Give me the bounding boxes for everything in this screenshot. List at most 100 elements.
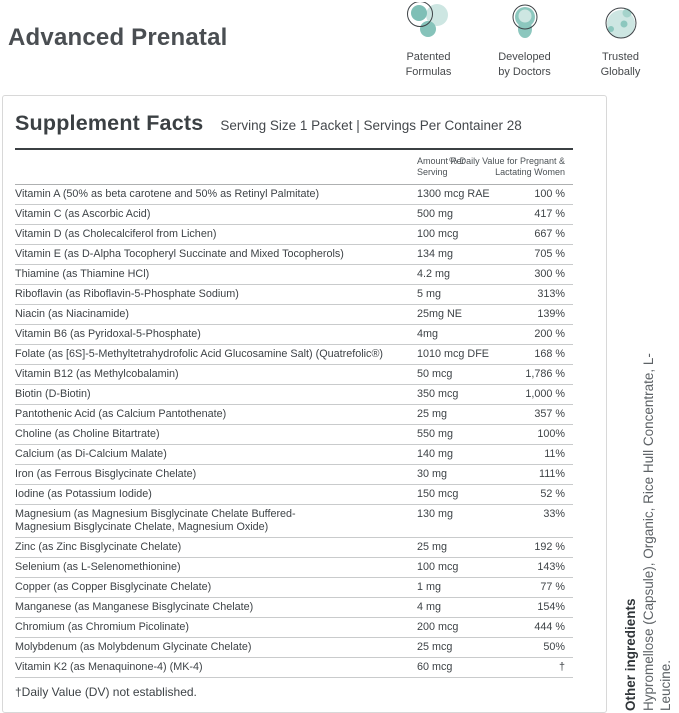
table-row: Riboflavin (as Riboflavin-5-Phosphate So… — [15, 285, 573, 305]
column-header-amount: Amount Per Serving — [417, 156, 465, 177]
nutrient-daily-value: 444 % — [534, 621, 565, 633]
nutrient-name: Pantothenic Acid (as Calcium Pantothenat… — [15, 408, 227, 420]
nutrient-daily-value: 667 % — [534, 228, 565, 240]
nutrient-name: Copper (as Copper Bisglycinate Chelate) — [15, 581, 212, 593]
badge-label: Trusted Globally — [600, 51, 641, 78]
nutrient-daily-value: 100 % — [534, 188, 565, 200]
nutrient-daily-value: 705 % — [534, 248, 565, 260]
nutrient-name: Magnesium (as Magnesium Bisglycinate Che… — [15, 508, 296, 533]
facts-title: Supplement Facts — [15, 111, 204, 135]
nutrient-amount: 60 mcg — [417, 661, 453, 673]
nutrient-amount: 25 mg — [417, 541, 448, 553]
table-row: Choline (as Choline Bitartrate) 550 mg 1… — [15, 425, 573, 445]
badge-label: Developed by Doctors — [498, 51, 551, 78]
table-row: Zinc (as Zinc Bisglycinate Chelate) 25 m… — [15, 538, 573, 558]
nutrient-daily-value: 154% — [537, 601, 565, 613]
table-row: Vitamin E (as D-Alpha Tocopheryl Succina… — [15, 245, 573, 265]
nutrient-daily-value: 111% — [538, 468, 565, 480]
table-row: Chromium (as Chromium Picolinate) 200 mc… — [15, 618, 573, 638]
nutrient-daily-value: 300 % — [534, 268, 565, 280]
nutrient-name: Thiamine (as Thiamine HCl) — [15, 268, 150, 280]
nutrient-name: Folate (as [6S]-5-Methyltetrahydrofolic … — [15, 348, 383, 360]
nutrient-amount: 4.2 mg — [417, 268, 451, 280]
globe-icon — [605, 7, 636, 39]
nutrient-amount: 25mg NE — [417, 308, 463, 320]
daily-value-footnote: †Daily Value (DV) not established. — [15, 685, 197, 699]
table-row: Iron (as Ferrous Bisglycinate Chelate) 3… — [15, 465, 573, 485]
nutrient-name: Vitamin E (as D-Alpha Tocopheryl Succina… — [15, 248, 344, 260]
nutrient-amount: 4 mg — [417, 601, 442, 613]
nutrient-daily-value: 50% — [543, 641, 565, 653]
nutrient-amount: 5 mg — [417, 288, 442, 300]
other-ingredients-body: Hypromellose (Capsule), Organic, Rice Hu… — [641, 353, 673, 711]
nutrient-name: Vitamin D (as Cholecalciferol from Liche… — [15, 228, 217, 240]
nutrient-daily-value: 168 % — [534, 348, 565, 360]
nutrient-name: Vitamin C (as Ascorbic Acid) — [15, 208, 151, 220]
nutrient-daily-value: 143% — [537, 561, 565, 573]
molecules-icon — [406, 2, 448, 37]
column-header-daily-value: % Daily Value for Pregnant & Lactating W… — [449, 156, 565, 177]
badge-label: Patented Formulas — [405, 51, 452, 78]
nutrient-daily-value: 313% — [537, 288, 565, 300]
nutrient-daily-value: † — [558, 661, 565, 673]
nutrient-amount: 25 mg — [417, 408, 448, 420]
nutrient-amount: 134 mg — [417, 248, 454, 260]
badge-trusted-globally: Trusted Globally — [580, 2, 661, 80]
other-ingredients-heading: Other ingredients — [623, 598, 638, 711]
nutrient-daily-value: 33% — [543, 508, 565, 520]
nutrient-name: Vitamin K2 (as Menaquinone-4) (MK-4) — [15, 661, 203, 673]
table-row: Selenium (as L-Selenomethionine) 100 mcg… — [15, 558, 573, 578]
nutrient-amount: 200 mcg — [417, 621, 459, 633]
nutrient-daily-value: 417 % — [534, 208, 565, 220]
nutrient-amount: 100 mcg — [417, 561, 459, 573]
nutrient-daily-value: 77 % — [540, 581, 565, 593]
nutrient-name: Chromium (as Chromium Picolinate) — [15, 621, 189, 633]
table-row: Copper (as Copper Bisglycinate Chelate) … — [15, 578, 573, 598]
nutrient-name: Zinc (as Zinc Bisglycinate Chelate) — [15, 541, 182, 553]
nutrient-daily-value: 11% — [544, 448, 565, 460]
nutrient-name: Niacin (as Niacinamide) — [15, 308, 130, 320]
serving-info: Serving Size 1 Packet | Servings Per Con… — [220, 118, 522, 133]
table-row: Iodine (as Potassium Iodide) 150 mcg 52 … — [15, 485, 573, 505]
table-row: Folate (as [6S]-5-Methyltetrahydrofolic … — [15, 345, 573, 365]
nutrient-amount: 1300 mcg RAE — [417, 188, 490, 200]
nutrient-name: Biotin (D-Biotin) — [15, 388, 91, 400]
nutrient-amount: 130 mg — [417, 508, 454, 520]
table-row: Manganese (as Manganese Bisglycinate Che… — [15, 598, 573, 618]
table-row: Vitamin B12 (as Methylcobalamin) 50 mcg … — [15, 365, 573, 385]
nutrient-name: Selenium (as L-Selenomethionine) — [15, 561, 181, 573]
table-row: Vitamin D (as Cholecalciferol from Liche… — [15, 225, 573, 245]
nutrient-daily-value: 192 % — [534, 541, 565, 553]
nutrient-amount: 500 mg — [417, 208, 454, 220]
nutrient-amount: 150 mcg — [417, 488, 459, 500]
nutrient-name: Molybdenum (as Molybdenum Glycinate Chel… — [15, 641, 252, 653]
nutrient-daily-value: 100% — [537, 428, 565, 440]
table-row: Vitamin C (as Ascorbic Acid) 500 mg 417 … — [15, 205, 573, 225]
facts-header: Supplement Facts Serving Size 1 Packet |… — [15, 96, 573, 136]
nutrient-amount: 4mg — [417, 328, 439, 340]
supplement-facts-card: Supplement Facts Serving Size 1 Packet |… — [2, 95, 607, 713]
table-row: Thiamine (as Thiamine HCl) 4.2 mg 300 % — [15, 265, 573, 285]
nutrient-amount: 550 mg — [417, 428, 454, 440]
nutrient-name: Vitamin B6 (as Pyridoxal-5-Phosphate) — [15, 328, 201, 340]
nutrient-name: Vitamin A (50% as beta carotene and 50% … — [15, 188, 320, 200]
nutrient-amount: 1 mg — [417, 581, 442, 593]
nutrient-daily-value: 52 % — [540, 488, 565, 500]
droplet-icon — [512, 4, 537, 38]
table-row: Calcium (as Di-Calcium Malate) 140 mg 11… — [15, 445, 573, 465]
column-headers: Amount Per Serving % Daily Value for Pre… — [15, 150, 573, 185]
nutrient-name: Iron (as Ferrous Bisglycinate Chelate) — [15, 468, 197, 480]
badge-patented-formulas: Patented Formulas — [388, 2, 469, 80]
nutrient-amount: 140 mg — [417, 448, 454, 460]
nutrient-name: Iodine (as Potassium Iodide) — [15, 488, 152, 500]
nutrient-name: Choline (as Choline Bitartrate) — [15, 428, 160, 440]
nutrient-daily-value: 1,786 % — [525, 368, 565, 380]
table-row: Molybdenum (as Molybdenum Glycinate Chel… — [15, 638, 573, 658]
table-row: Vitamin A (50% as beta carotene and 50% … — [15, 185, 573, 205]
nutrient-daily-value: 1,000 % — [525, 388, 565, 400]
nutrient-amount: 1010 mcg DFE — [417, 348, 490, 360]
nutrient-amount: 350 mcg — [417, 388, 459, 400]
nutrient-daily-value: 200 % — [534, 328, 565, 340]
nutrient-name: Riboflavin (as Riboflavin-5-Phosphate So… — [15, 288, 239, 300]
nutrient-amount: 30 mg — [417, 468, 448, 480]
